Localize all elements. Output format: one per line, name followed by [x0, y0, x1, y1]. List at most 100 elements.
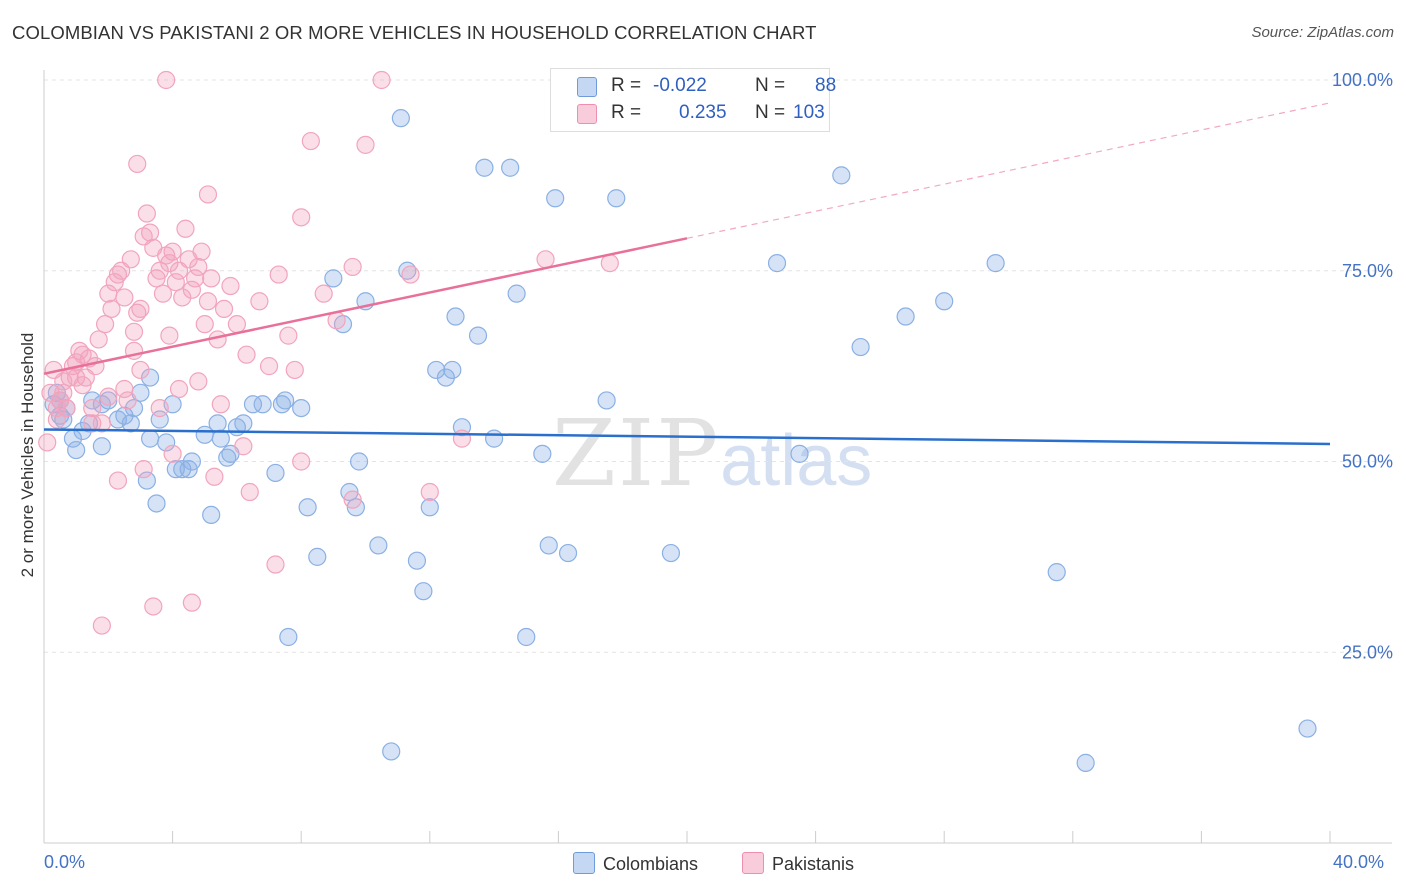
point-colombians	[349, 452, 369, 471]
point-colombians	[298, 498, 317, 517]
point-pakistanis	[140, 223, 160, 242]
point-colombians	[1047, 563, 1066, 582]
point-pakistanis	[401, 265, 420, 284]
point-colombians	[54, 410, 73, 429]
point-pakistanis	[195, 315, 214, 334]
point-colombians	[414, 582, 433, 601]
point-pakistanis	[131, 299, 150, 318]
point-pakistanis	[163, 242, 182, 261]
point-pakistanis	[356, 135, 375, 154]
point-pakistanis	[134, 460, 153, 479]
point-colombians	[446, 307, 465, 326]
trend-line-pakistanis	[43, 237, 688, 375]
point-colombians	[67, 440, 86, 460]
point-pakistanis	[259, 357, 279, 376]
point-colombians	[324, 269, 343, 288]
point-pakistanis	[131, 360, 150, 380]
point-colombians	[896, 307, 915, 326]
legend-n-label: N =	[755, 75, 786, 96]
point-pakistanis	[176, 219, 195, 238]
point-colombians	[369, 536, 388, 555]
point-colombians	[115, 406, 134, 425]
point-pakistanis	[205, 467, 224, 486]
point-colombians	[436, 368, 455, 387]
legend-n-value: 88	[815, 75, 837, 96]
point-pakistanis	[83, 398, 102, 418]
y-axis-label: 2 or more Vehicles in Household	[18, 332, 37, 578]
point-colombians	[832, 166, 851, 185]
y-tick-label: 75.0%	[1342, 261, 1393, 281]
point-pakistanis	[163, 444, 182, 463]
point-pakistanis	[227, 315, 246, 334]
point-pakistanis	[198, 292, 218, 311]
point-pakistanis	[343, 490, 362, 509]
point-colombians	[382, 742, 401, 761]
point-pakistanis	[600, 254, 619, 273]
point-pakistanis	[102, 299, 121, 318]
point-colombians	[427, 360, 446, 380]
point-colombians	[986, 254, 1005, 273]
point-pakistanis	[73, 345, 92, 364]
point-colombians	[1298, 719, 1317, 738]
point-pakistanis	[266, 555, 285, 574]
point-pakistanis	[118, 391, 137, 410]
point-pakistanis	[67, 368, 86, 387]
point-pakistanis	[192, 242, 211, 261]
point-pakistanis	[47, 398, 66, 418]
point-colombians	[202, 505, 221, 525]
point-pakistanis	[160, 254, 179, 273]
point-pakistanis	[234, 437, 253, 456]
point-pakistanis	[186, 269, 205, 288]
point-pakistanis	[189, 257, 208, 277]
point-pakistanis	[292, 452, 311, 471]
point-colombians	[137, 471, 156, 490]
point-pakistanis	[115, 379, 134, 399]
point-pakistanis	[57, 398, 76, 418]
point-colombians	[173, 460, 192, 479]
point-colombians	[234, 414, 253, 433]
point-pakistanis	[420, 482, 439, 502]
point-colombians	[407, 551, 427, 570]
legend-n-value: 103	[793, 102, 825, 123]
point-colombians	[92, 437, 111, 456]
point-pakistanis	[166, 273, 185, 292]
point-colombians	[507, 284, 526, 303]
point-colombians	[166, 460, 185, 479]
x-tick-label-min: 0.0%	[44, 852, 86, 872]
point-pakistanis	[108, 471, 128, 490]
point-pakistanis	[343, 257, 362, 277]
point-colombians	[92, 395, 111, 414]
y-tick-label: 50.0%	[1342, 452, 1393, 472]
legend-n-label: N =	[755, 102, 786, 123]
point-colombians	[546, 189, 565, 208]
legend-r-label: R =	[611, 75, 642, 96]
point-colombians	[279, 627, 298, 647]
point-pakistanis	[182, 280, 201, 299]
point-pakistanis	[301, 131, 320, 151]
point-pakistanis	[38, 433, 57, 452]
point-pakistanis	[214, 299, 234, 318]
point-pakistanis	[198, 185, 218, 204]
point-pakistanis	[314, 284, 333, 303]
point-pakistanis	[169, 379, 189, 399]
point-pakistanis	[202, 269, 221, 288]
point-colombians	[607, 189, 626, 208]
point-pakistanis	[115, 288, 134, 307]
bottom-legend-label-colombians: Colombians	[603, 854, 699, 874]
point-colombians	[558, 543, 578, 563]
point-colombians	[597, 391, 616, 410]
point-pakistanis	[189, 372, 208, 391]
point-pakistanis	[211, 395, 230, 414]
point-pakistanis	[150, 261, 169, 280]
point-pakistanis	[250, 292, 269, 311]
point-pakistanis	[92, 414, 111, 433]
point-colombians	[475, 158, 494, 177]
point-pakistanis	[536, 250, 555, 269]
point-pakistanis	[237, 345, 256, 364]
point-colombians	[790, 444, 809, 463]
bottom-legend-pakistanis: Pakistanis	[742, 852, 854, 875]
bottom-legend-swatch-pakistanis	[742, 852, 764, 874]
point-pakistanis	[285, 360, 304, 380]
point-pakistanis	[221, 276, 240, 296]
point-colombians	[140, 429, 160, 448]
